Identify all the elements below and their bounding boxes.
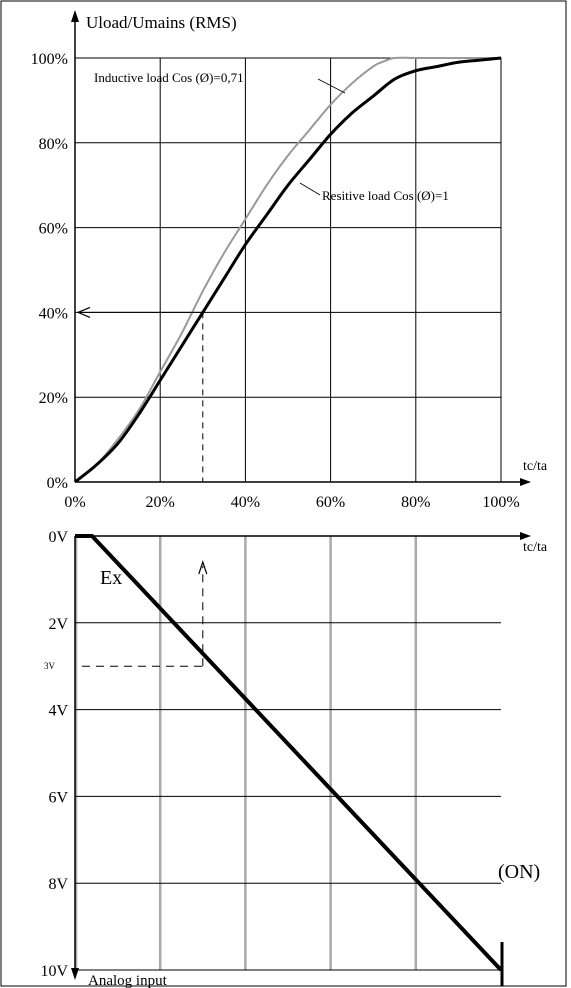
three-volt-label: 3V xyxy=(44,661,56,671)
bottom-ticks: 0V 2V 4V 6V 8V 10V xyxy=(40,529,68,980)
bottom-y-tick-label: 8V xyxy=(48,876,68,893)
top-x-axis-label: tc/ta xyxy=(523,459,548,474)
top-y-tick-label: 60% xyxy=(39,221,68,238)
top-y-axis-arrow-icon xyxy=(71,10,79,22)
top-labels: Uload/Umains (RMS) tc/ta Inductive load … xyxy=(86,13,548,474)
left-arrow-icon xyxy=(76,306,91,318)
top-x-tick-label: 60% xyxy=(316,494,345,511)
ex-annotation: Ex xyxy=(100,567,122,589)
inductive-series-label: Inductive load Cos (Ø)=0,71 xyxy=(94,70,244,85)
top-y-tick-label: 40% xyxy=(39,305,68,322)
top-x-tick-label: 40% xyxy=(231,494,260,511)
bottom-x-axis-arrow-icon xyxy=(520,532,531,540)
top-annotation xyxy=(76,306,204,482)
resistive-series-label: Resitive load Cos (Ø)=1 xyxy=(322,188,449,203)
inductive-load-line xyxy=(74,56,501,483)
bottom-y-axis-label: Analog input xyxy=(88,973,168,988)
resistive-load-line xyxy=(74,56,502,484)
bottom-annotation: 3V xyxy=(44,560,208,671)
top-x-axis-arrow-icon xyxy=(520,478,531,486)
on-annotation: (ON) xyxy=(498,861,540,883)
top-x-tick-label: 0% xyxy=(64,494,85,511)
top-x-tick-label: 20% xyxy=(146,494,175,511)
bottom-chart: 0V 2V 4V 6V 8V 10V tc/ta Analog input Ex (ON)… xyxy=(40,529,547,988)
analog-input-line xyxy=(75,534,503,972)
top-grid xyxy=(75,57,502,482)
bottom-y-tick-label: 10V xyxy=(40,963,68,980)
top-ticks: 0% 20% 40% 60% 80% 100% 0% 20% 40% 60% 80% 100% xyxy=(31,51,520,511)
bottom-y-tick-label: 0V xyxy=(48,529,68,546)
top-series xyxy=(74,56,502,484)
top-y-axis-label: Uload/Umains (RMS) xyxy=(86,13,237,32)
up-arrow-icon xyxy=(198,560,208,575)
top-axes xyxy=(71,10,531,486)
bottom-y-tick-label: 2V xyxy=(48,616,68,633)
bottom-y-axis-arrow-icon xyxy=(71,968,79,980)
inductive-leader-line xyxy=(317,78,346,94)
bottom-y-tick-label: 6V xyxy=(48,789,68,806)
top-chart: 0% 20% 40% 60% 80% 100% 0% 20% 40% 60% 80% 100% Ulo… xyxy=(31,10,548,511)
bottom-axes xyxy=(71,532,531,980)
top-y-tick-label: 0% xyxy=(47,475,68,492)
bottom-y-tick-label: 4V xyxy=(48,703,68,720)
top-y-tick-label: 20% xyxy=(39,390,68,407)
top-y-tick-label: 100% xyxy=(31,51,68,68)
bottom-x-axis-label: tc/ta xyxy=(523,540,548,555)
top-x-tick-label: 100% xyxy=(482,494,519,511)
top-y-tick-label: 80% xyxy=(39,136,68,153)
bottom-labels: tc/ta Analog input Ex (ON) xyxy=(88,540,548,988)
top-x-tick-label: 80% xyxy=(401,494,430,511)
bottom-grid xyxy=(74,536,501,971)
resistive-leader-line xyxy=(299,182,321,196)
bottom-series xyxy=(75,534,503,972)
